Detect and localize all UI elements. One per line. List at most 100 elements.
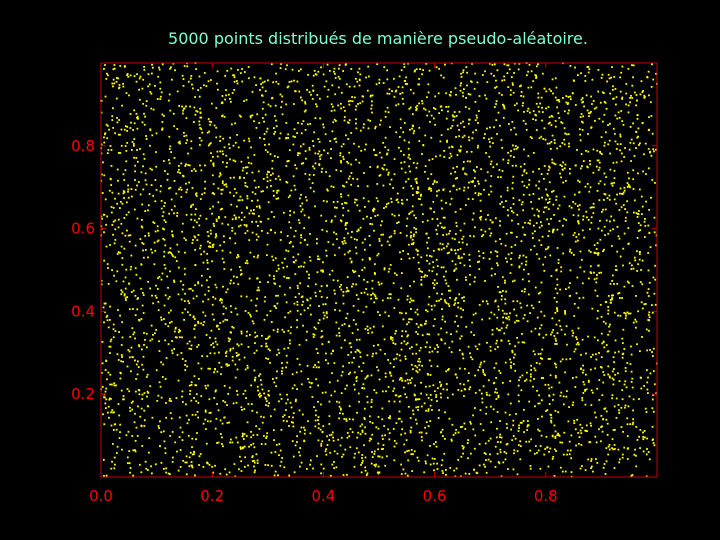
scatter-point [467,457,469,460]
scatter-point [482,429,485,432]
scatter-point [547,122,550,125]
scatter-point [309,313,312,316]
scatter-point [368,235,371,237]
scatter-point [257,186,260,188]
scatter-point [377,281,380,284]
scatter-point [650,196,652,199]
scatter-point [640,301,643,304]
scatter-point [513,126,516,129]
scatter-point [194,113,197,116]
scatter-point [620,406,623,409]
scatter-point [557,432,559,435]
scatter-point [483,133,486,135]
scatter-point [387,428,390,431]
scatter-point [176,243,179,246]
scatter-point [627,104,630,107]
scatter-point [197,344,200,346]
scatter-point [532,170,534,173]
scatter-point [359,425,362,428]
scatter-point [602,92,605,94]
scatter-point [523,431,525,433]
scatter-point [527,222,530,224]
scatter-point [320,285,323,288]
scatter-point [488,141,491,143]
scatter-point [378,455,381,458]
scatter-point [322,317,325,320]
scatter-point [333,67,336,70]
scatter-point [197,402,200,404]
scatter-point [367,65,370,68]
scatter-point [545,107,547,110]
scatter-point [535,65,538,68]
scatter-point [648,319,650,322]
scatter-point [549,121,551,124]
scatter-point [225,355,228,357]
scatter-point [113,411,115,414]
scatter-point [317,416,320,419]
scatter-point [506,72,509,75]
scatter-point [514,321,516,324]
scatter-point [349,371,352,374]
scatter-point [566,453,568,456]
scatter-point [108,189,111,192]
scatter-point [137,405,139,408]
scatter-point [334,93,337,96]
scatter-point [202,311,205,314]
scatter-point [142,368,145,371]
scatter-point [162,211,165,214]
scatter-point [425,393,428,396]
scatter-point [270,451,273,454]
scatter-point [128,356,131,359]
scatter-point [199,111,202,114]
scatter-point [277,264,280,267]
scatter-point [557,99,560,101]
scatter-point [445,370,448,373]
scatter-point [493,106,496,108]
scatter-point [613,467,616,469]
scatter-point [551,434,554,437]
scatter-point [210,232,212,235]
scatter-point [603,193,606,195]
scatter-point [632,76,634,79]
scatter-point [428,110,431,113]
scatter-point [106,152,109,155]
scatter-point [549,374,552,377]
scatter-point [110,467,113,470]
scatter-point [162,430,165,433]
scatter-point [225,185,228,188]
scatter-point [351,361,354,364]
scatter-point [232,194,235,197]
scatter-point [296,441,298,443]
scatter-point [514,437,517,440]
scatter-point [548,88,551,91]
scatter-point [211,244,214,246]
scatter-point [378,378,381,381]
scatter-point [164,244,167,247]
scatter-point [426,274,429,277]
scatter-point [241,435,244,438]
scatter-point [530,137,533,140]
scatter-point [132,143,135,145]
scatter-point [509,93,512,96]
scatter-point [541,235,544,238]
scatter-point [353,388,356,391]
scatter-point [200,284,203,287]
scatter-point [149,385,152,388]
scatter-point [430,365,433,367]
scatter-point [255,84,257,87]
scatter-point [495,79,497,82]
scatter-point [469,421,472,423]
scatter-point [327,340,330,343]
scatter-point [214,283,217,286]
scatter-point [629,101,632,104]
scatter-point [462,120,464,123]
scatter-point [279,239,282,241]
scatter-point [117,151,120,154]
scatter-point [325,220,328,222]
scatter-point [410,299,413,302]
scatter-point [338,401,341,404]
scatter-point [299,96,302,99]
scatter-point [620,152,623,155]
scatter-point [129,335,132,338]
scatter-point [349,446,352,449]
